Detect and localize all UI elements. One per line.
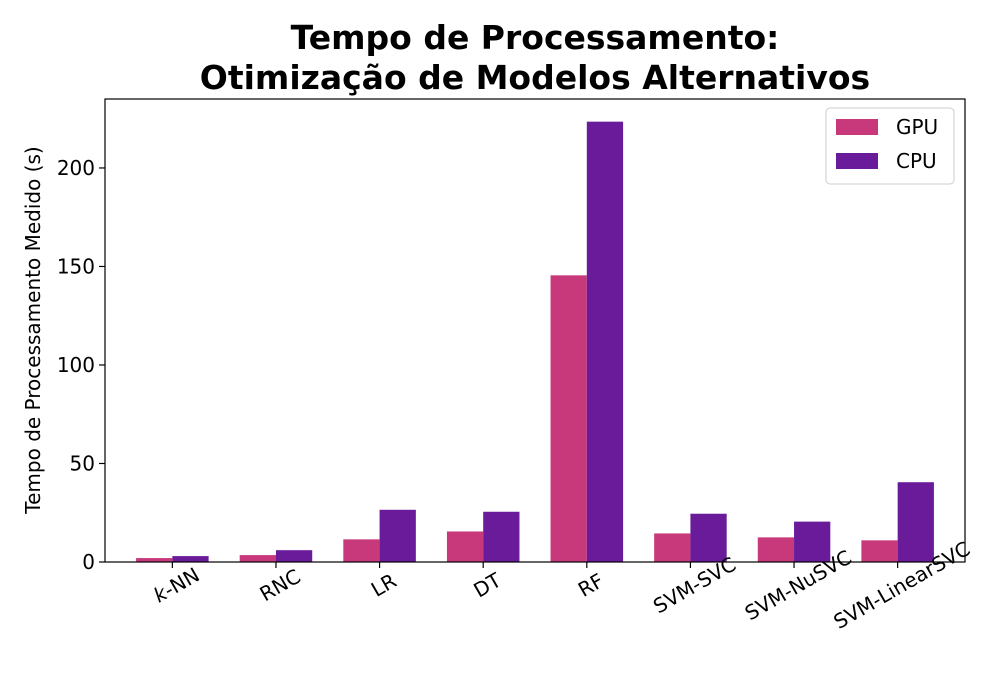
- chart-title-line-1: Tempo de Processamento:: [290, 18, 780, 57]
- bar-cpu-svm-svc: [690, 513, 727, 562]
- y-ticks: 0 50 100 150 200: [57, 156, 105, 574]
- bar-gpu-rf: [550, 275, 587, 562]
- bar-cpu-dt: [483, 511, 520, 562]
- bar-gpu-svm-linearsvc: [861, 540, 898, 562]
- bars-layer: [136, 121, 934, 562]
- bar-gpu-svm-svc: [654, 533, 691, 562]
- legend-swatch-gpu: [836, 119, 878, 135]
- plot-frame: [104, 98, 966, 563]
- chart-title: Tempo de Processamento: Otimização de Mo…: [105, 18, 965, 98]
- bar-cpu-svm-linearsvc: [897, 482, 934, 562]
- bar-cpu-rnc: [275, 550, 313, 562]
- chart-title-line-2: Otimização de Modelos Alternativos: [199, 58, 871, 97]
- y-tick-label: 200: [57, 156, 95, 180]
- legend-label-cpu: CPU: [896, 149, 937, 173]
- x-tick-label-dt: DT: [469, 567, 506, 602]
- bar-cpu-lr: [379, 509, 416, 562]
- bar-gpu-rnc: [239, 555, 276, 562]
- bar-gpu-lr: [343, 539, 380, 562]
- bar-cpu-rf: [586, 121, 624, 562]
- x-tick-label-rnc: RNC: [256, 564, 305, 606]
- bar-gpu-k-nn: [136, 558, 173, 562]
- y-tick-label: 100: [57, 353, 95, 377]
- y-tick-label: 150: [57, 254, 95, 278]
- legend[interactable]: GPU CPU: [825, 107, 955, 185]
- bar-cpu-svm-nusvc: [794, 521, 831, 562]
- y-tick-label: 50: [70, 451, 95, 475]
- x-tick-label-k-nn: k-NN: [149, 563, 203, 608]
- y-tick-label: 0: [82, 550, 95, 574]
- bar-gpu-svm-nusvc: [757, 537, 795, 562]
- x-tick-label-lr: LR: [367, 568, 401, 601]
- y-axis-label: Tempo de Processamento Medido (s): [21, 146, 45, 514]
- bar-gpu-dt: [446, 531, 484, 562]
- x-tick-label-rf: RF: [574, 568, 608, 601]
- bar-cpu-k-nn: [172, 556, 209, 562]
- legend-label-gpu: GPU: [896, 115, 938, 139]
- legend-swatch-cpu: [836, 153, 878, 169]
